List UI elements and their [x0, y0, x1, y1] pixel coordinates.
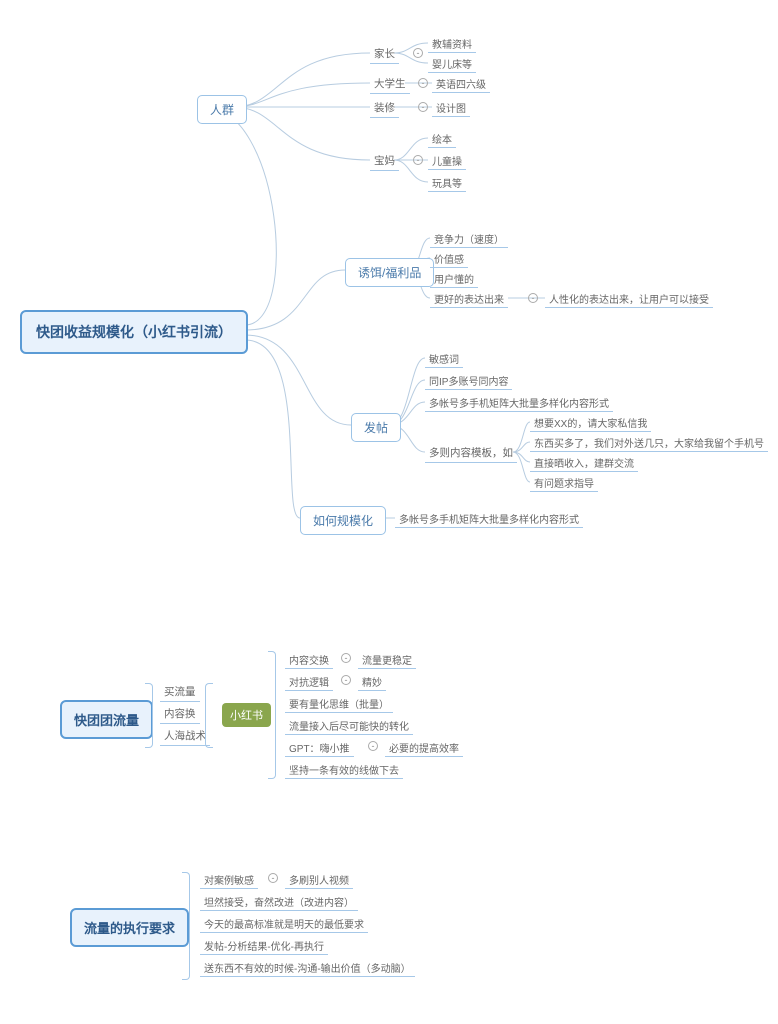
- branch-bait[interactable]: 诱饵/福利品: [345, 258, 434, 287]
- leaf-r1: 内容交换: [285, 650, 333, 669]
- leaf-same-ip: 同IP多账号同内容: [425, 371, 512, 390]
- leaf-r2-ext: 精妙: [358, 672, 386, 691]
- leaf-express-ext: 人性化的表达出来，让用户可以接受: [545, 289, 713, 308]
- collapse-icon[interactable]: -: [413, 155, 423, 165]
- node-xhs[interactable]: 小红书: [222, 703, 271, 727]
- collapse-icon[interactable]: -: [418, 102, 428, 112]
- branch-audience[interactable]: 人群: [197, 95, 247, 124]
- leaf-competitive: 竞争力（速度）: [430, 229, 508, 248]
- collapse-icon[interactable]: -: [341, 675, 351, 685]
- leaf-r4: 流量接入后尽可能快的转化: [285, 716, 413, 735]
- leaf-content-ex: 内容换: [160, 704, 200, 724]
- leaf-cet: 英语四六级: [432, 74, 490, 93]
- sub-parent[interactable]: 家长: [370, 44, 399, 64]
- collapse-icon[interactable]: -: [413, 48, 423, 58]
- leaf-scale-matrix: 多帐号多手机矩阵大批量多样化内容形式: [395, 509, 583, 528]
- leaf-crowd: 人海战术: [160, 726, 210, 746]
- branch-post[interactable]: 发帖: [351, 413, 401, 442]
- root-node-1[interactable]: 快团收益规模化（小红书引流）: [20, 310, 248, 354]
- collapse-icon[interactable]: -: [268, 873, 278, 883]
- leaf-sensitive: 敏感词: [425, 349, 463, 368]
- sub-mom[interactable]: 宝妈: [370, 151, 399, 171]
- leaf-r5-ext: 必要的提高效率: [385, 738, 463, 757]
- leaf-value: 价值感: [430, 249, 468, 268]
- leaf-matrix: 多帐号多手机矩阵大批量多样化内容形式: [425, 393, 613, 412]
- leaf-user-know: 用户懂的: [430, 269, 478, 288]
- leaf-tpl-1: 想要XX的，请大家私信我: [530, 413, 651, 432]
- leaf-design: 设计图: [432, 98, 470, 117]
- sub-student[interactable]: 大学生: [370, 74, 410, 94]
- leaf-r3: 要有量化思维（批量）: [285, 694, 393, 713]
- leaf-express: 更好的表达出来: [430, 289, 508, 308]
- collapse-icon[interactable]: -: [368, 741, 378, 751]
- leaf-m3-2: 坦然接受，奋然改进（改进内容）: [200, 892, 358, 911]
- root-node-2[interactable]: 快团团流量: [60, 700, 153, 739]
- leaf-buy-traffic: 买流量: [160, 682, 200, 702]
- leaf-m3-1: 对案例敏感: [200, 870, 258, 889]
- sub-decor[interactable]: 装修: [370, 98, 399, 118]
- collapse-icon[interactable]: -: [418, 78, 428, 88]
- leaf-tpl-2: 东西买多了，我们对外送几只，大家给我留个手机号: [530, 433, 768, 452]
- leaf-kid-exercise: 儿童操: [428, 151, 466, 170]
- leaf-edu-material: 教辅资料: [428, 34, 476, 53]
- leaf-m3-5: 送东西不有效的时候-沟通-输出价值（多动脑）: [200, 958, 415, 977]
- collapse-icon[interactable]: -: [341, 653, 351, 663]
- leaf-m3-4: 发帖-分析结果-优化-再执行: [200, 936, 328, 955]
- root-node-3[interactable]: 流量的执行要求: [70, 908, 189, 947]
- collapse-icon[interactable]: -: [528, 293, 538, 303]
- leaf-r6: 坚持一条有效的线做下去: [285, 760, 403, 779]
- leaf-tpl-4: 有问题求指导: [530, 473, 598, 492]
- leaf-picture-book: 绘本: [428, 129, 456, 148]
- leaf-m3-1-ext: 多刷别人视频: [285, 870, 353, 889]
- leaf-r2: 对抗逻辑: [285, 672, 333, 691]
- sub-templates[interactable]: 多则内容模板，如: [425, 443, 517, 463]
- leaf-tpl-3: 直接晒收入，建群交流: [530, 453, 638, 472]
- branch-scale[interactable]: 如何规模化: [300, 506, 386, 535]
- leaf-r5: GPT：嗨小推: [285, 738, 354, 757]
- leaf-baby-bed: 婴儿床等: [428, 54, 476, 73]
- leaf-r1-ext: 流量更稳定: [358, 650, 416, 669]
- leaf-m3-3: 今天的最高标准就是明天的最低要求: [200, 914, 368, 933]
- leaf-toys: 玩具等: [428, 173, 466, 192]
